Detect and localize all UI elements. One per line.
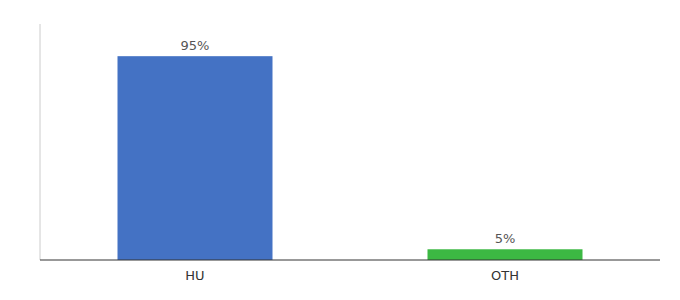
bar — [428, 249, 583, 260]
bar — [118, 56, 273, 260]
chart: HU OTH 95% 5% — [0, 0, 680, 300]
x-tick-label: HU — [185, 268, 204, 283]
data-label: 95% — [181, 38, 210, 53]
chart-container: HU OTH 95% 5% — [0, 0, 680, 300]
bars — [118, 56, 583, 260]
y-axis-line — [40, 24, 41, 260]
x-tick-label: OTH — [491, 268, 519, 283]
x-axis-line — [40, 260, 660, 261]
data-label: 5% — [495, 231, 516, 246]
